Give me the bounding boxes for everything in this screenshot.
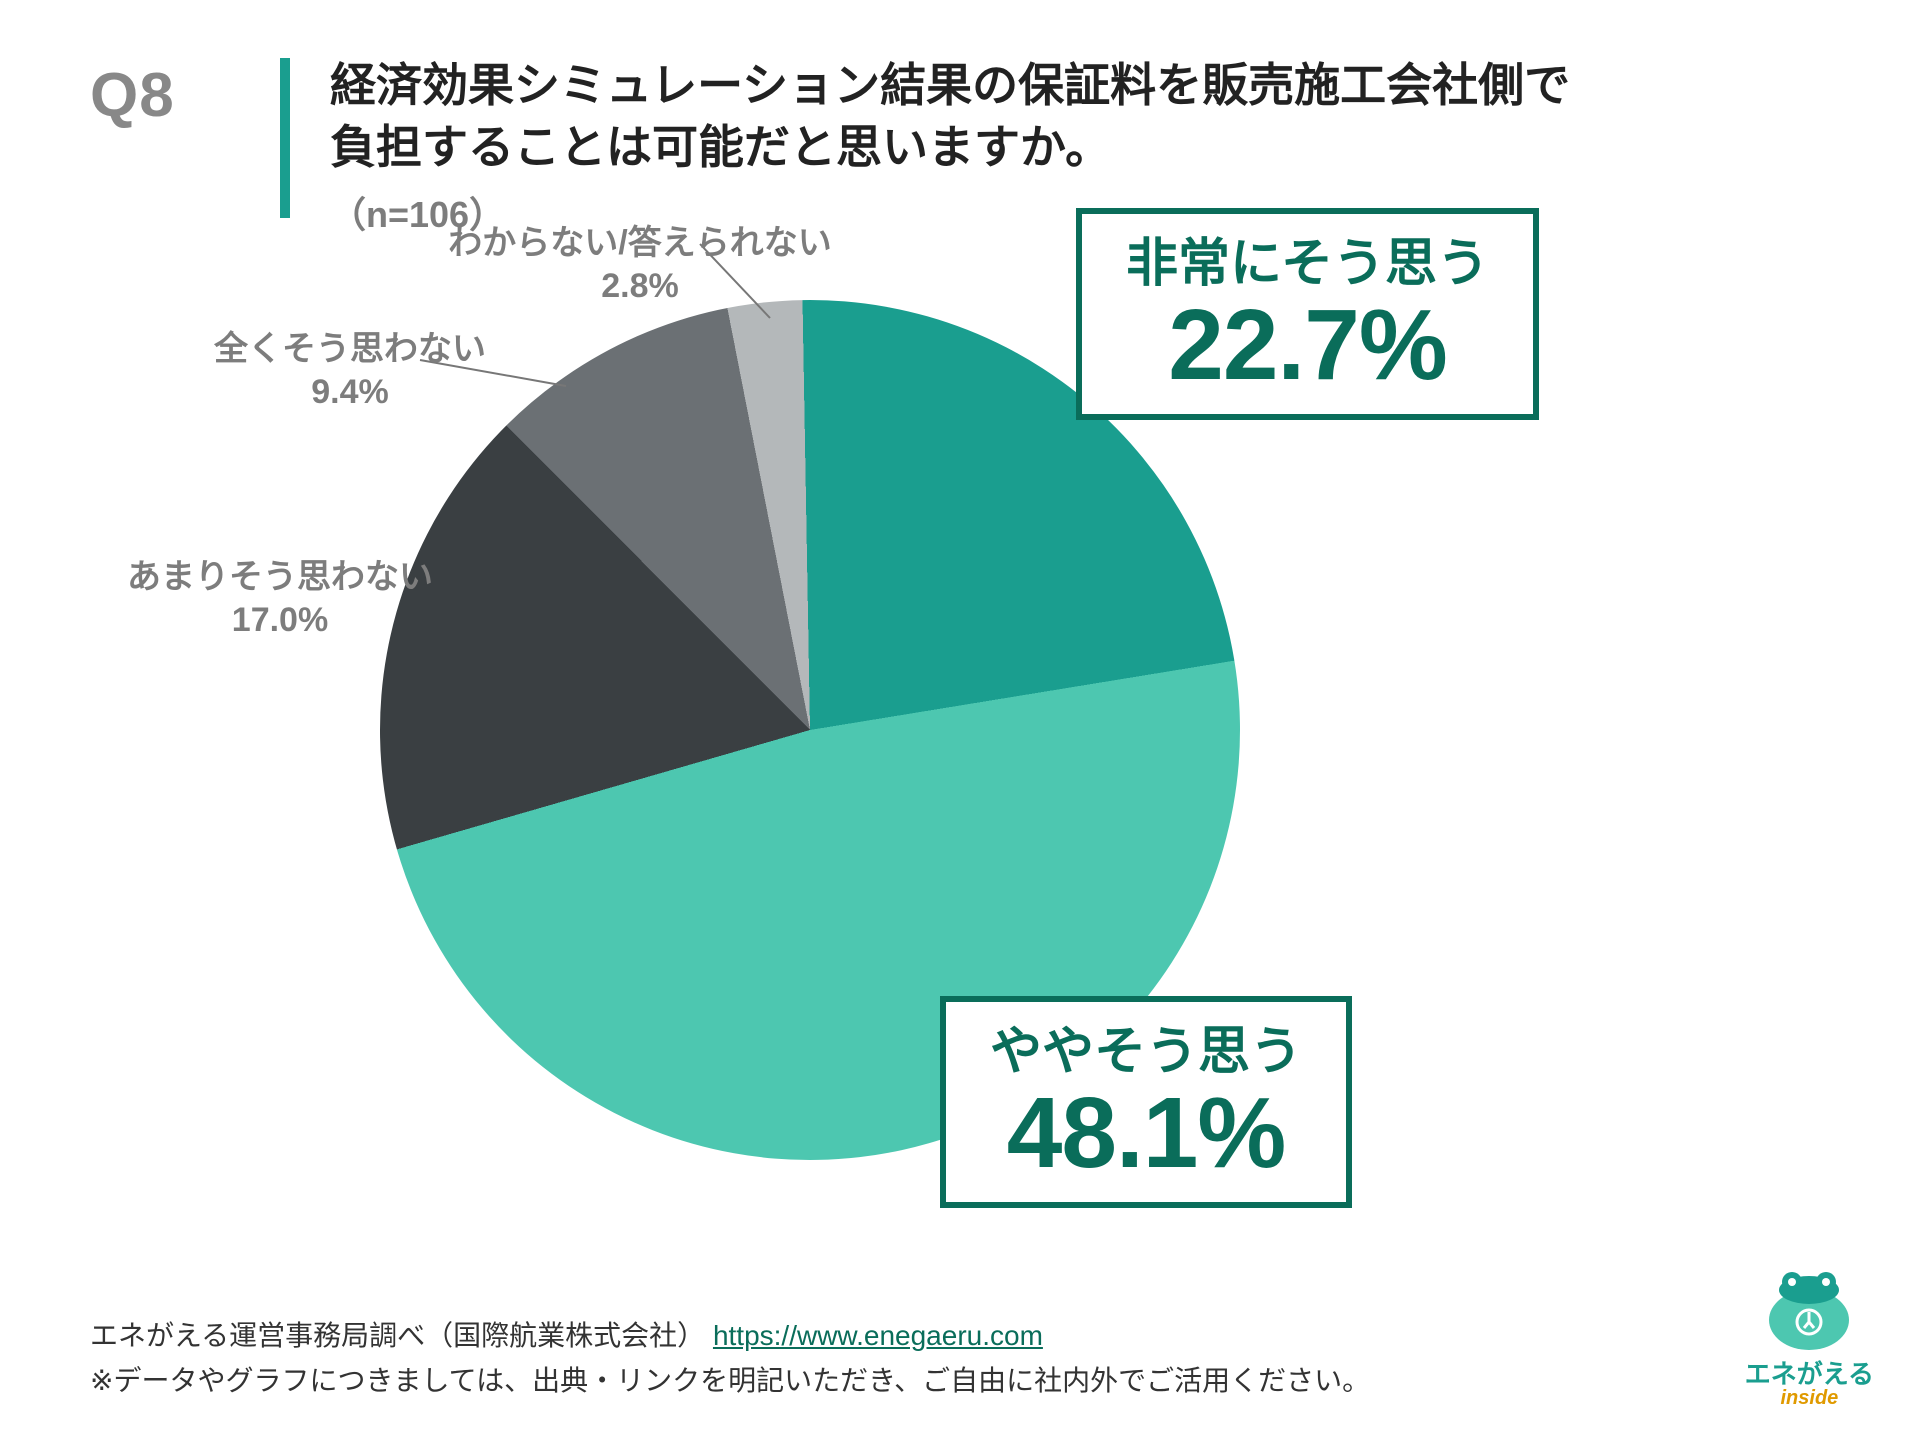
brand-logo: エネがえる inside bbox=[1745, 1262, 1874, 1410]
callout-somewhat-agree-pct: 48.1% bbox=[990, 1081, 1302, 1186]
label-not-at-all-pct: 9.4% bbox=[200, 373, 500, 412]
frog-icon bbox=[1754, 1262, 1864, 1352]
footer-note: ※データやグラフにつきましては、出典・リンクを明記いただき、ご自由に社内外でご活… bbox=[90, 1365, 1370, 1396]
callout-somewhat-agree: ややそう思う 48.1% bbox=[940, 996, 1352, 1208]
label-unknown-pct: 2.8% bbox=[430, 267, 850, 306]
question-number: Q8 bbox=[90, 60, 175, 131]
label-not-much-text: あまりそう思わない bbox=[110, 556, 450, 599]
brand-name: エネがえる bbox=[1745, 1354, 1874, 1391]
title-line-1: 経済効果シミュレーション結果の保証料を販売施工会社側で bbox=[330, 59, 1570, 111]
callout-strongly-agree-pct: 22.7% bbox=[1126, 293, 1489, 398]
label-unknown: わからない/答えられない 2.8% bbox=[430, 222, 850, 306]
question-title: 経済効果シミュレーション結果の保証料を販売施工会社側で 負担することは可能だと思… bbox=[330, 54, 1570, 178]
callout-strongly-agree: 非常にそう思う 22.7% bbox=[1076, 208, 1539, 420]
accent-bar bbox=[280, 58, 290, 218]
label-not-at-all-text: 全くそう思わない bbox=[200, 328, 500, 371]
footer: エネがえる運営事務局調べ（国際航業株式会社） https://www.enega… bbox=[90, 1314, 1370, 1404]
label-unknown-text: わからない/答えられない bbox=[430, 222, 850, 265]
callout-somewhat-agree-label: ややそう思う bbox=[990, 1024, 1302, 1081]
footer-source: エネがえる運営事務局調べ（国際航業株式会社） bbox=[90, 1320, 713, 1351]
footer-link[interactable]: https://www.enegaeru.com bbox=[713, 1320, 1043, 1351]
callout-strongly-agree-label: 非常にそう思う bbox=[1126, 236, 1489, 293]
label-not-at-all: 全くそう思わない 9.4% bbox=[200, 328, 500, 412]
label-not-much-pct: 17.0% bbox=[110, 601, 450, 640]
title-line-2: 負担することは可能だと思いますか。 bbox=[330, 121, 1111, 173]
label-not-much: あまりそう思わない 17.0% bbox=[110, 556, 450, 640]
